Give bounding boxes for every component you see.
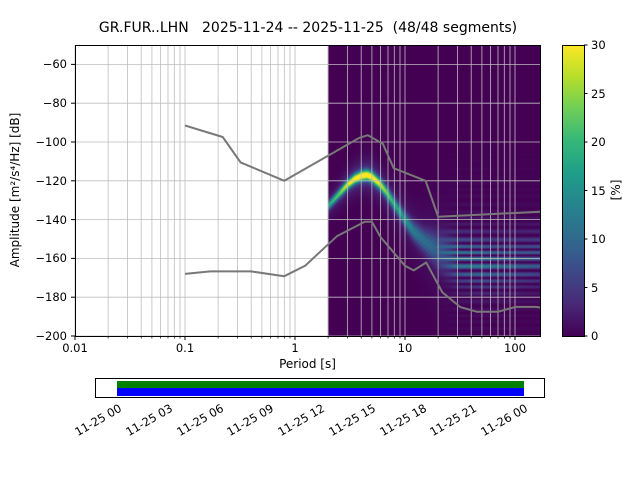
- x-tick-label: 0.1: [175, 341, 195, 355]
- plot-frame: [75, 45, 541, 337]
- y-tick-label: −200: [35, 329, 67, 343]
- y-tick-label: −160: [35, 251, 67, 266]
- colorbar-tick-label: 10: [591, 232, 606, 246]
- x-tick-label: 100: [504, 341, 526, 355]
- y-tick-label: −100: [35, 135, 67, 149]
- y-tick-label: −180: [35, 290, 67, 305]
- y-tick-label: −120: [35, 173, 67, 188]
- x-tick-label: 10: [397, 341, 413, 355]
- colorbar-tick-label: 15: [591, 183, 606, 198]
- x-tick-label: 0.01: [62, 341, 88, 355]
- coverage-bar-bottom: [117, 388, 524, 396]
- x-axis-label: Period [s]: [279, 357, 336, 371]
- colorbar-gradient: [562, 45, 584, 336]
- colorbar-tick-label: 0: [591, 329, 599, 343]
- coverage-box: [95, 378, 545, 398]
- y-tick-label: −140: [35, 212, 67, 227]
- colorbar-tick-label: 5: [591, 280, 599, 295]
- colorbar-tick-label: 25: [591, 86, 606, 101]
- coverage-bar-top: [117, 381, 524, 388]
- x-tick-label: 1: [291, 341, 299, 355]
- colorbar-tick-label: 30: [591, 38, 606, 52]
- colorbar-frame: [562, 45, 585, 337]
- colorbar-tick-label: 20: [591, 135, 606, 149]
- y-tick-label: −60: [42, 57, 67, 72]
- figure-title: GR.FUR..LHN 2025-11-24 -- 2025-11-25 (48…: [98, 20, 518, 36]
- colorbar-label: [%]: [609, 179, 623, 201]
- y-tick-label: −80: [42, 96, 67, 111]
